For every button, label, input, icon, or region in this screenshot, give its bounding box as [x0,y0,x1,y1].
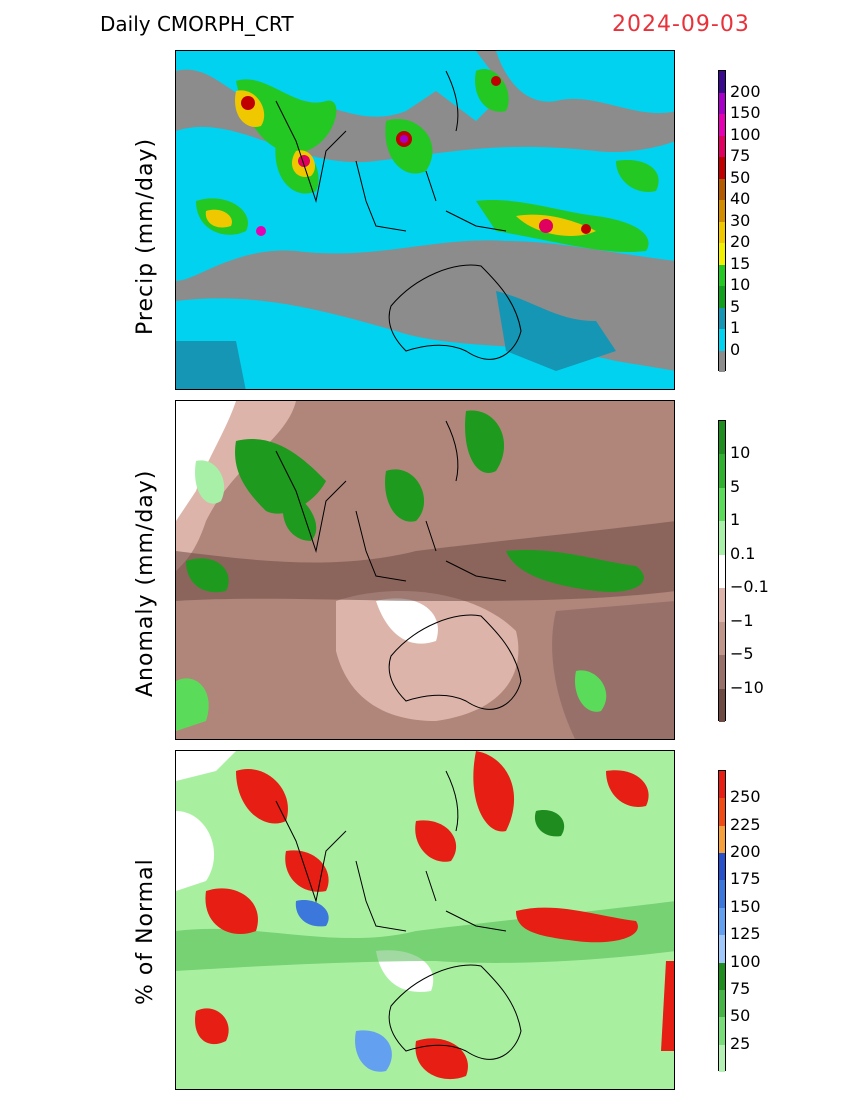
colorbar-swatch [719,329,725,351]
colorbar-tick-label: −10 [730,677,764,697]
colorbar-swatch [719,771,725,799]
colorbar-swatch [719,221,725,243]
colorbar-tick-label: −5 [730,644,754,664]
colorbar-tick-label: 100 [730,124,761,144]
colorbar-tick-label: 10 [730,443,751,463]
colorbar-tick-label: 25 [730,1033,751,1053]
colorbar-swatch [719,264,725,286]
colorbar-swatch [719,71,725,93]
colorbar-tick-label: 15 [730,253,751,273]
colorbar-tick-label: 100 [730,951,761,971]
colorbar-tick-label: 50 [730,1006,751,1026]
colorbar-tick-label: 75 [730,146,751,165]
colorbar-tick-label: −0.1 [730,577,769,597]
colorbar-tick-label: 0 [730,339,741,359]
colorbar-swatch [719,621,725,656]
colorbar-swatch [719,688,725,722]
colorbar-swatch [719,880,725,908]
colorbar-tick-label: 20 [730,232,751,251]
colorbar-swatch [719,92,725,114]
colorbar-swatch [719,178,725,200]
colorbar-swatch [719,114,725,136]
colorbar-tick-label: 10 [730,275,751,294]
percent-normal-map [175,750,675,1090]
anomaly-colorbar [718,420,726,722]
percent-normal-colorbar [718,770,726,1072]
colorbar-swatch [719,487,725,522]
colorbar-swatch [719,989,725,1018]
colorbar-tick-label: 225 [730,814,761,834]
colorbar-swatch [719,243,725,265]
colorbar-swatch [719,798,725,826]
anomaly-map [175,400,675,740]
colorbar-swatch [719,655,725,689]
colorbar-tick-label: 250 [730,787,761,807]
colorbar-swatch [719,307,725,329]
percent-normal-map-canvas [176,751,674,1089]
colorbar-tick-label: 30 [730,210,751,230]
precip-map [175,50,675,390]
colorbar-tick-label: 5 [730,296,741,316]
date-label: 2024-09-03 [612,12,750,37]
colorbar-tick-label: 1 [730,510,741,530]
colorbar-tick-label: 200 [730,81,761,101]
colorbar-tick-label: 0.1 [730,543,756,563]
colorbar-tick-label: 150 [730,103,761,122]
colorbar-tick-label: 1 [730,318,741,337]
colorbar-swatch [719,554,725,589]
colorbar-tick-label: 200 [730,842,761,862]
colorbar-swatch [719,907,725,936]
colorbar-swatch [719,853,725,881]
colorbar-swatch [719,825,725,854]
colorbar-swatch [719,135,725,157]
precip-map-canvas [176,51,674,389]
colorbar-swatch [719,1044,725,1072]
anomaly-map-canvas [176,401,674,739]
colorbar-swatch [719,935,725,963]
precip-axis-label: Precip (mm/day) [133,137,158,335]
colorbar-swatch [719,521,725,555]
colorbar-tick-label: 75 [730,978,751,998]
colorbar-swatch [719,454,725,488]
colorbar-tick-label: 40 [730,189,751,208]
colorbar-tick-label: 5 [730,476,741,496]
colorbar-swatch [719,350,725,372]
colorbar-swatch [719,200,725,222]
colorbar-swatch [719,588,725,622]
colorbar-swatch [719,1017,725,1045]
colorbar-tick-label: 125 [730,924,761,944]
colorbar-tick-label: 50 [730,167,751,187]
colorbar-swatch [719,962,725,990]
colorbar-swatch [719,421,725,455]
colorbar-tick-label: 175 [730,869,761,889]
colorbar-tick-label: −1 [730,610,754,630]
anomaly-axis-label: Anomaly (mm/day) [133,469,158,697]
percent-normal-axis-label: % of Normal [133,858,158,1005]
colorbar-swatch [719,157,725,179]
colorbar-tick-label: 150 [730,896,761,916]
colorbar-swatch [719,286,725,308]
product-title: Daily CMORPH_CRT [100,12,294,36]
precip-colorbar [718,70,726,372]
